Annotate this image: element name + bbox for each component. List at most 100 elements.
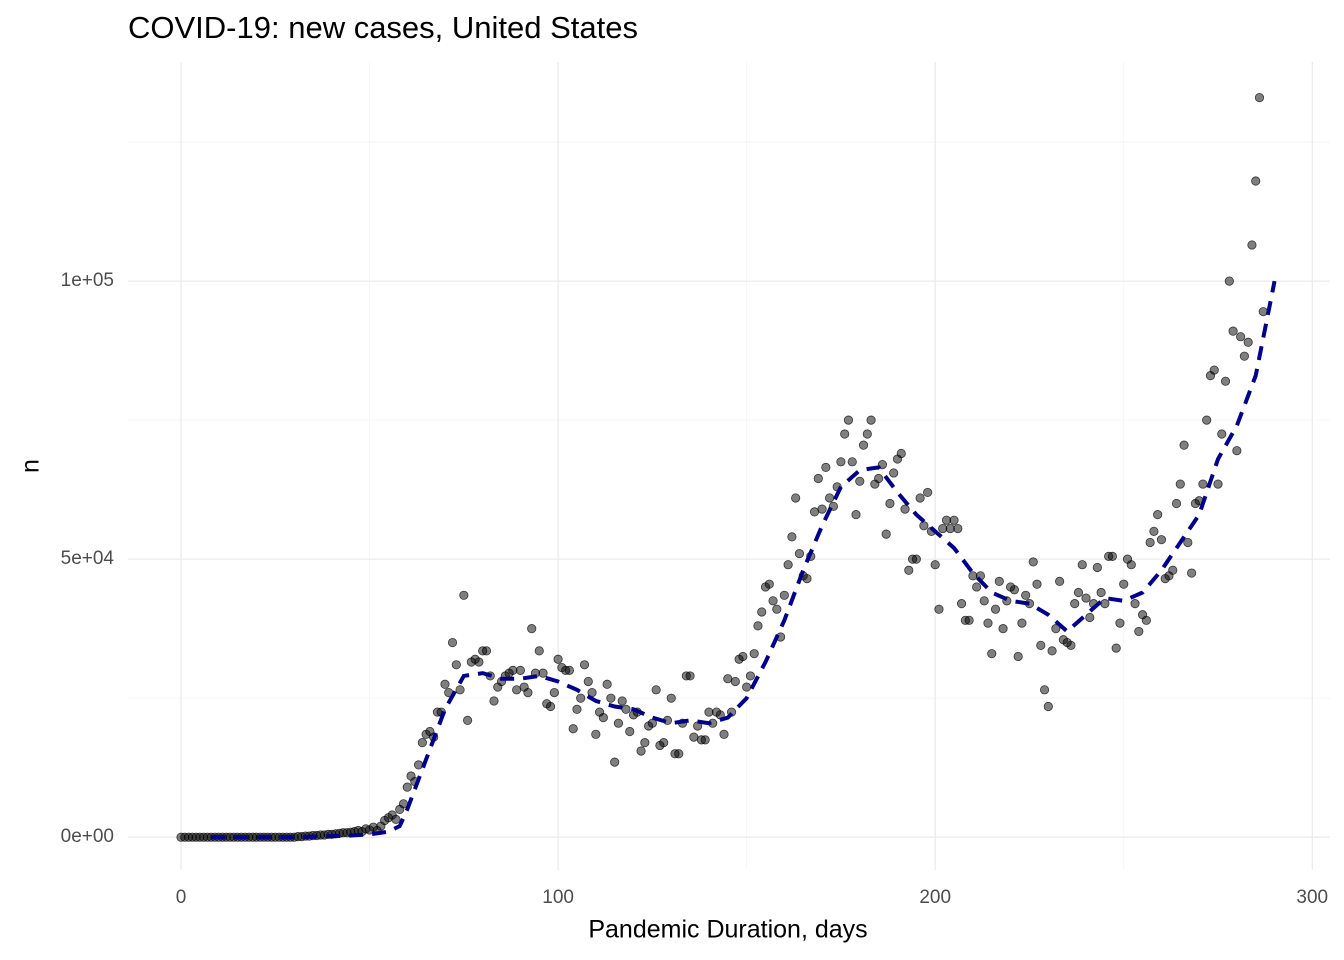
point	[945, 523, 955, 534]
point	[568, 724, 578, 734]
point	[447, 637, 458, 648]
point	[998, 624, 1008, 634]
point	[1224, 276, 1234, 286]
point	[783, 560, 793, 570]
point	[636, 746, 646, 756]
point	[1039, 685, 1050, 695]
point	[1028, 557, 1038, 567]
point	[621, 704, 631, 714]
point	[742, 682, 752, 692]
point	[915, 493, 925, 503]
point	[787, 532, 797, 542]
point	[564, 665, 575, 675]
y-tick-label: 5e+04	[61, 548, 115, 569]
point	[610, 757, 620, 767]
x-axis-title: Pandemic Duration, days	[588, 916, 867, 944]
point	[481, 646, 492, 656]
point	[451, 660, 461, 670]
point	[538, 668, 548, 678]
point	[1149, 526, 1159, 536]
point	[1092, 562, 1102, 573]
y-tick-label: 0e+00	[61, 826, 114, 847]
point	[1036, 640, 1046, 650]
point	[515, 665, 525, 675]
point	[1073, 587, 1084, 598]
point	[1239, 351, 1250, 361]
point	[1111, 643, 1121, 653]
point	[1232, 446, 1242, 456]
point	[1217, 429, 1227, 439]
point	[757, 607, 767, 617]
point	[749, 649, 759, 659]
point	[1021, 590, 1031, 600]
point	[659, 738, 669, 748]
point	[885, 498, 895, 509]
point	[512, 685, 522, 695]
point	[440, 679, 450, 689]
point	[474, 657, 484, 667]
point	[964, 615, 974, 625]
point	[745, 671, 756, 681]
point	[523, 688, 533, 698]
point	[455, 685, 465, 695]
point	[825, 493, 835, 503]
point	[779, 590, 789, 600]
point	[391, 814, 401, 824]
point	[579, 660, 590, 670]
point	[836, 457, 846, 467]
point	[874, 473, 884, 484]
point	[402, 782, 412, 792]
point	[851, 510, 861, 520]
point	[968, 571, 978, 581]
point	[919, 521, 929, 531]
point	[1198, 479, 1208, 489]
point	[858, 440, 869, 450]
point	[1145, 537, 1155, 548]
point	[549, 688, 559, 698]
point	[994, 576, 1004, 586]
point	[674, 749, 684, 759]
point	[1228, 326, 1238, 336]
point	[809, 507, 820, 517]
point	[617, 696, 627, 706]
point	[1213, 479, 1223, 489]
point	[1115, 618, 1125, 628]
point	[1254, 92, 1265, 103]
point	[956, 599, 967, 609]
point	[613, 718, 624, 728]
point	[1085, 612, 1095, 623]
point	[417, 738, 427, 748]
point	[1258, 307, 1268, 317]
point	[591, 729, 601, 739]
point	[983, 618, 993, 628]
point	[553, 654, 563, 664]
point	[704, 707, 714, 717]
point	[1202, 415, 1212, 425]
plot-area	[176, 92, 1277, 842]
point	[572, 704, 582, 714]
point	[1209, 365, 1219, 375]
point	[527, 624, 537, 634]
point	[840, 429, 850, 439]
point	[1081, 593, 1091, 603]
point	[904, 565, 914, 575]
point	[949, 515, 959, 525]
point	[666, 693, 676, 703]
point	[862, 429, 872, 439]
point	[1043, 701, 1053, 712]
point	[889, 468, 899, 478]
point	[753, 621, 763, 631]
point	[772, 604, 782, 614]
point	[1171, 498, 1182, 509]
point	[972, 582, 982, 592]
point	[1156, 535, 1167, 545]
point	[791, 493, 801, 503]
point	[1251, 176, 1261, 186]
grid	[128, 62, 1330, 870]
point	[534, 646, 544, 656]
point	[1070, 599, 1080, 609]
point	[700, 735, 710, 745]
point	[794, 548, 805, 559]
point	[1130, 599, 1140, 609]
